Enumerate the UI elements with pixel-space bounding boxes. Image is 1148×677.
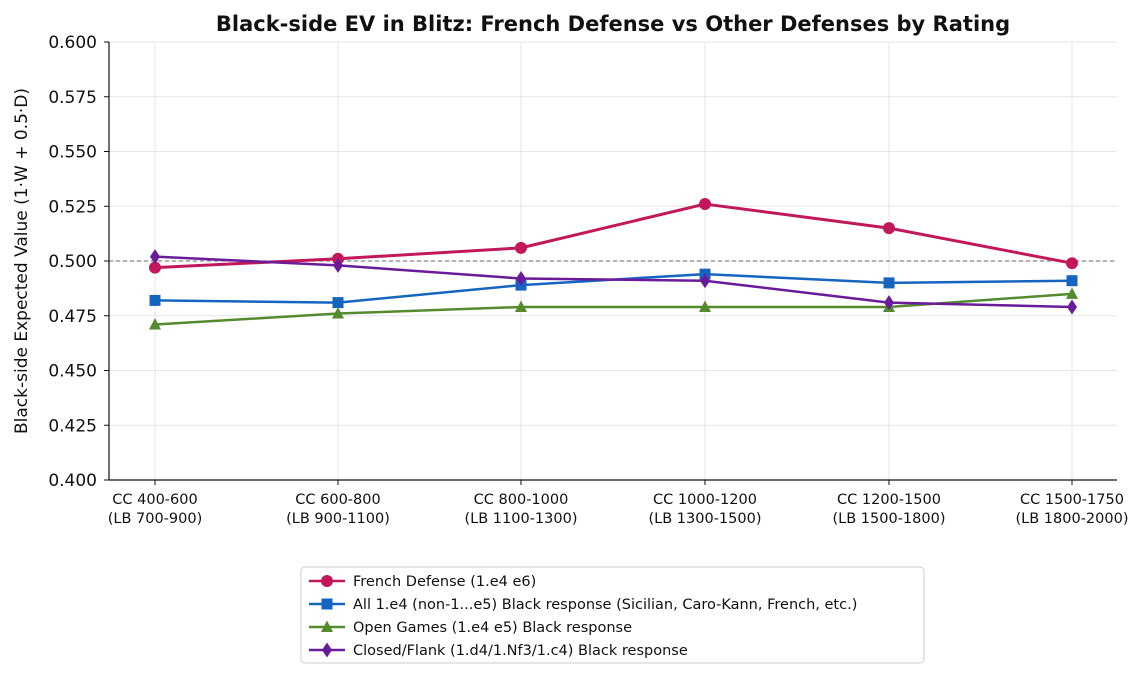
x-tick-sublabel: (LB 1500-1800) — [833, 511, 946, 527]
data-point — [333, 257, 343, 273]
data-point — [1066, 275, 1078, 287]
data-point — [700, 273, 710, 289]
x-tick-label: CC 400-600 — [112, 492, 197, 508]
data-point — [515, 300, 527, 312]
series-layer — [149, 198, 1078, 330]
data-point — [699, 198, 711, 211]
legend-label: French Defense (1.e4 e6) — [353, 574, 536, 590]
y-tick-label: 0.575 — [48, 88, 97, 108]
series-0 — [149, 198, 1078, 274]
data-point — [149, 261, 161, 274]
data-point — [332, 307, 344, 319]
series-line — [154, 292, 1073, 326]
x-tick-sublabel: (LB 700-900) — [108, 511, 203, 527]
legend-marker — [321, 620, 333, 632]
data-point — [884, 295, 894, 311]
y-tick-label: 0.525 — [48, 197, 97, 217]
data-point — [149, 294, 161, 306]
x-tick-label: CC 1500-1750 — [1020, 492, 1124, 508]
series-1 — [149, 268, 1078, 309]
series-3 — [150, 249, 1077, 315]
x-tick-sublabel: (LB 1100-1300) — [465, 511, 578, 527]
series-line — [154, 202, 1073, 270]
data-point — [515, 241, 527, 254]
legend-label: Closed/Flank (1.d4/1.Nf3/1.c4) Black res… — [353, 643, 688, 659]
legend-label: Open Games (1.e4 e5) Black response — [353, 620, 632, 636]
y-tick-label: 0.400 — [48, 471, 97, 491]
series-2 — [149, 287, 1078, 330]
x-tick-label: CC 600-800 — [295, 492, 380, 508]
chart-title: Black-side EV in Blitz: French Defense v… — [216, 12, 1010, 36]
y-tick-label: 0.450 — [48, 362, 97, 382]
series-line — [154, 255, 1073, 309]
data-point — [699, 300, 711, 312]
legend-marker — [321, 598, 333, 610]
data-point — [150, 249, 160, 265]
data-point — [149, 318, 161, 330]
x-tick-label: CC 1200-1500 — [837, 492, 941, 508]
x-tick-label: CC 1000-1200 — [653, 492, 757, 508]
legend-marker — [321, 575, 333, 587]
data-point — [883, 277, 895, 289]
x-tick-sublabel: (LB 1800-2000) — [1016, 511, 1129, 527]
y-tick-label: 0.475 — [48, 307, 97, 327]
y-tick-label: 0.425 — [48, 416, 97, 436]
data-point — [516, 271, 526, 287]
y-tick-label: 0.500 — [48, 252, 97, 272]
y-tick-label: 0.600 — [48, 33, 97, 53]
x-tick-label: CC 800-1000 — [474, 492, 569, 508]
legend: French Defense (1.e4 e6) All 1.e4 (non-1.… — [300, 566, 925, 664]
data-point — [1067, 299, 1077, 315]
y-axis-label: Black-side Expected Value (1·W + 0.5·D) — [12, 88, 32, 434]
data-point — [1066, 257, 1078, 270]
data-point — [883, 222, 895, 235]
axes: 0.400 0.425 0.450 0.475 0.500 0.525 0.550 0.575… — [48, 33, 1128, 527]
y-tick-label: 0.550 — [48, 143, 97, 163]
legend-label: All 1.e4 (non-1...e5) Black response (Si… — [353, 597, 857, 613]
data-point — [1066, 287, 1078, 299]
x-tick-sublabel: (LB 1300-1500) — [649, 511, 762, 527]
legend-marker — [322, 642, 332, 658]
legend-box — [300, 566, 925, 664]
data-point — [332, 297, 344, 309]
x-tick-sublabel: (LB 900-1100) — [286, 511, 390, 527]
